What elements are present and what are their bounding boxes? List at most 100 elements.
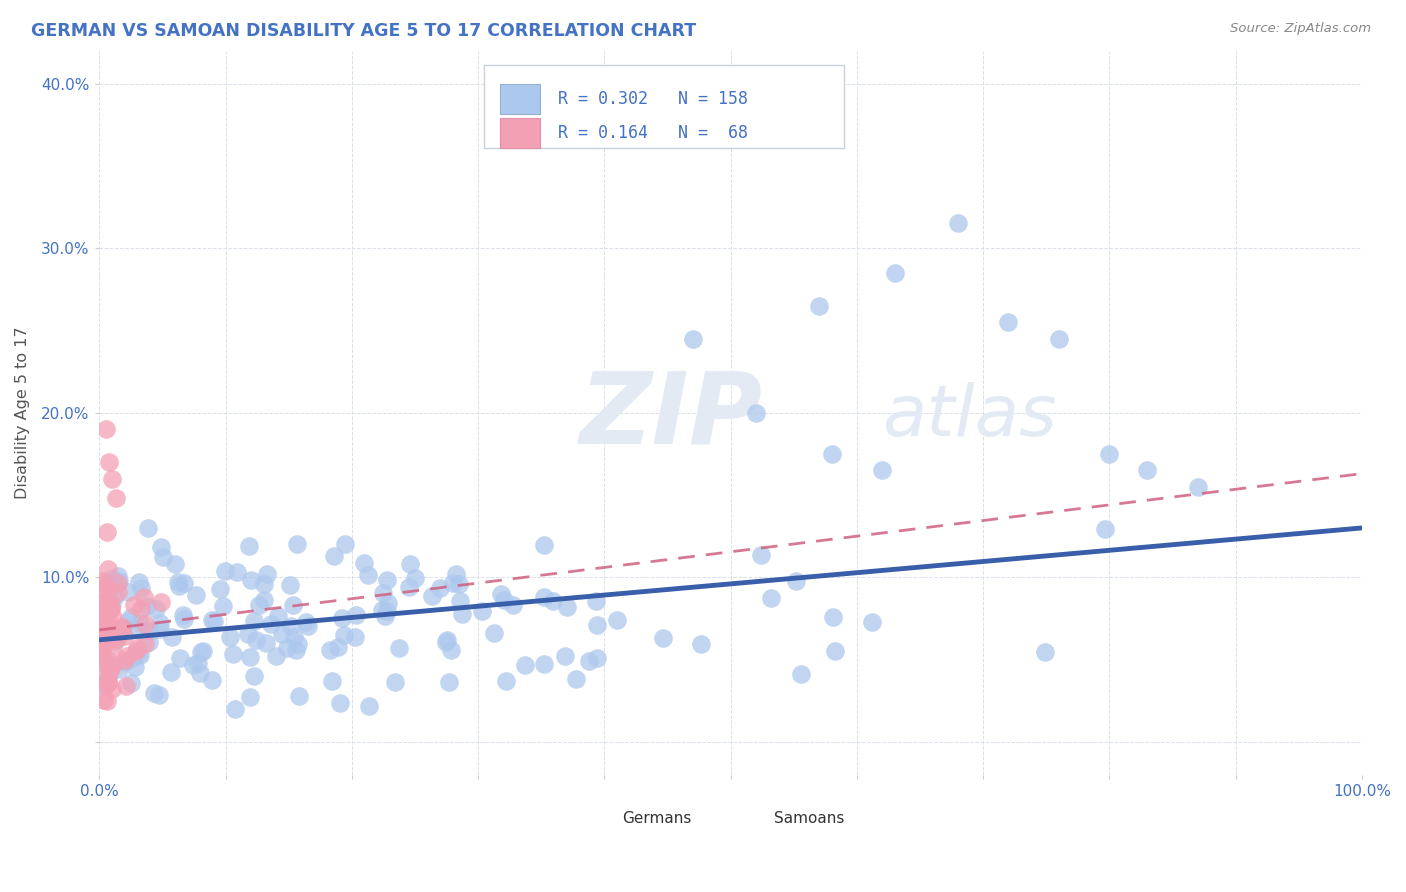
Point xyxy=(436,633,458,648)
Point xyxy=(495,673,517,688)
Point xyxy=(107,585,129,599)
Point xyxy=(287,637,309,651)
Point xyxy=(242,668,264,682)
Point xyxy=(97,674,120,689)
Point xyxy=(129,648,152,662)
Point xyxy=(585,594,607,608)
Point xyxy=(149,616,172,631)
Point xyxy=(90,662,112,676)
Point xyxy=(444,567,467,582)
Point xyxy=(107,569,129,583)
Point xyxy=(93,692,115,706)
Text: Source: ZipAtlas.com: Source: ZipAtlas.com xyxy=(1230,22,1371,36)
Point xyxy=(132,591,155,605)
Point xyxy=(97,672,120,686)
Point xyxy=(238,690,260,705)
Point xyxy=(149,540,172,554)
Point xyxy=(103,657,125,672)
Text: atlas: atlas xyxy=(882,382,1057,450)
Point xyxy=(108,662,131,676)
Point xyxy=(91,576,114,591)
Point xyxy=(90,595,112,609)
Point xyxy=(759,591,782,605)
FancyBboxPatch shape xyxy=(737,809,765,827)
Point xyxy=(167,575,190,590)
Point xyxy=(114,653,136,667)
Point xyxy=(173,576,195,591)
Point xyxy=(502,598,524,612)
Point xyxy=(808,299,831,313)
Point xyxy=(94,422,117,436)
Point xyxy=(104,634,127,648)
Point xyxy=(586,617,609,632)
Point xyxy=(148,688,170,702)
Point xyxy=(96,613,118,627)
Point xyxy=(98,597,121,611)
Point xyxy=(821,447,844,461)
Point xyxy=(104,628,127,642)
Point xyxy=(256,567,278,582)
Point xyxy=(238,540,260,554)
Point xyxy=(128,574,150,589)
Point xyxy=(335,537,357,551)
Point xyxy=(214,564,236,578)
Point xyxy=(489,587,512,601)
Y-axis label: Disability Age 5 to 17: Disability Age 5 to 17 xyxy=(15,326,30,499)
Point xyxy=(384,674,406,689)
Point xyxy=(606,613,628,627)
Point xyxy=(344,630,367,644)
Point xyxy=(860,615,883,629)
Point xyxy=(186,588,208,602)
Point xyxy=(883,266,905,280)
Point xyxy=(96,598,118,612)
Point xyxy=(98,660,121,674)
Point xyxy=(101,610,124,624)
Point xyxy=(211,599,233,613)
Text: Samoans: Samoans xyxy=(773,811,844,826)
Point xyxy=(751,548,773,562)
Point xyxy=(97,582,120,596)
Point xyxy=(253,593,276,607)
Point xyxy=(533,537,555,551)
Point xyxy=(94,632,117,646)
Point xyxy=(101,597,124,611)
Point xyxy=(103,624,125,638)
Point xyxy=(112,629,135,643)
Point xyxy=(219,630,242,644)
Point xyxy=(96,525,118,540)
Point xyxy=(371,586,394,600)
Point xyxy=(159,665,181,680)
Point xyxy=(100,572,122,586)
Point xyxy=(297,618,319,632)
Point xyxy=(441,575,464,590)
Text: Germans: Germans xyxy=(621,811,692,826)
Point xyxy=(90,647,112,661)
Point xyxy=(319,643,342,657)
Point xyxy=(149,622,172,636)
FancyBboxPatch shape xyxy=(585,809,613,827)
Point xyxy=(98,455,121,469)
Point xyxy=(115,648,138,663)
Point xyxy=(101,631,124,645)
Point xyxy=(288,690,311,704)
Point xyxy=(264,649,287,664)
Point xyxy=(200,673,222,687)
Text: R = 0.164   N =  68: R = 0.164 N = 68 xyxy=(558,124,748,142)
Point xyxy=(101,643,124,657)
Point xyxy=(90,616,112,631)
Point xyxy=(330,611,353,625)
Point xyxy=(91,596,114,610)
Point xyxy=(120,676,142,690)
Point xyxy=(285,643,308,657)
Point xyxy=(97,653,120,667)
Point xyxy=(578,654,600,668)
Point xyxy=(745,406,768,420)
Point xyxy=(555,600,578,615)
Point xyxy=(107,575,129,590)
Point xyxy=(93,612,115,626)
Point xyxy=(375,604,398,618)
Point xyxy=(323,549,346,564)
Point xyxy=(90,596,112,610)
Point xyxy=(253,576,276,591)
Point xyxy=(181,658,204,673)
